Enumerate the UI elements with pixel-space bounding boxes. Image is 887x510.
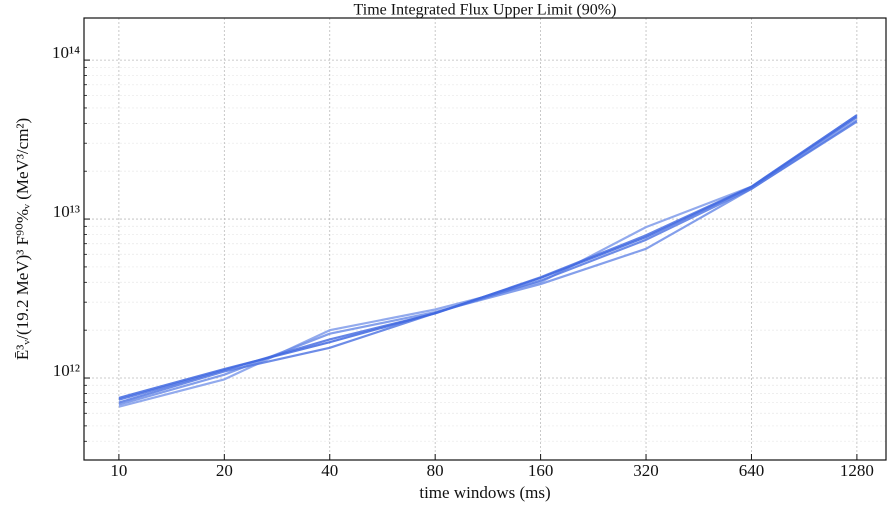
y-tick-label: 10¹⁴ xyxy=(52,43,80,62)
y-tick-label: 10¹² xyxy=(53,361,80,380)
series-line xyxy=(118,116,858,399)
series-line xyxy=(118,114,858,401)
x-tick-label: 40 xyxy=(321,461,338,480)
series-line xyxy=(118,114,858,408)
x-tick-label: 320 xyxy=(633,461,659,480)
x-tick-label: 20 xyxy=(216,461,233,480)
y-tick-label: 10¹³ xyxy=(53,202,80,221)
series-line xyxy=(118,120,858,404)
plot-frame xyxy=(83,17,887,461)
x-tick-label: 80 xyxy=(427,461,444,480)
x-axis-label: time windows (ms) xyxy=(419,483,550,502)
y-axis-label: Ē³ᵥ/(19.2 MeV)³ F⁹⁰%ᵥ (MeV³/cm²) xyxy=(13,118,32,360)
chart-title: Time Integrated Flux Upper Limit (90%) xyxy=(354,2,617,19)
x-tick-label: 640 xyxy=(739,461,765,480)
x-tick-label: 10 xyxy=(110,461,127,480)
x-tick-label: 1280 xyxy=(840,461,874,480)
series-line xyxy=(118,119,858,406)
x-tick-label: 160 xyxy=(528,461,554,480)
